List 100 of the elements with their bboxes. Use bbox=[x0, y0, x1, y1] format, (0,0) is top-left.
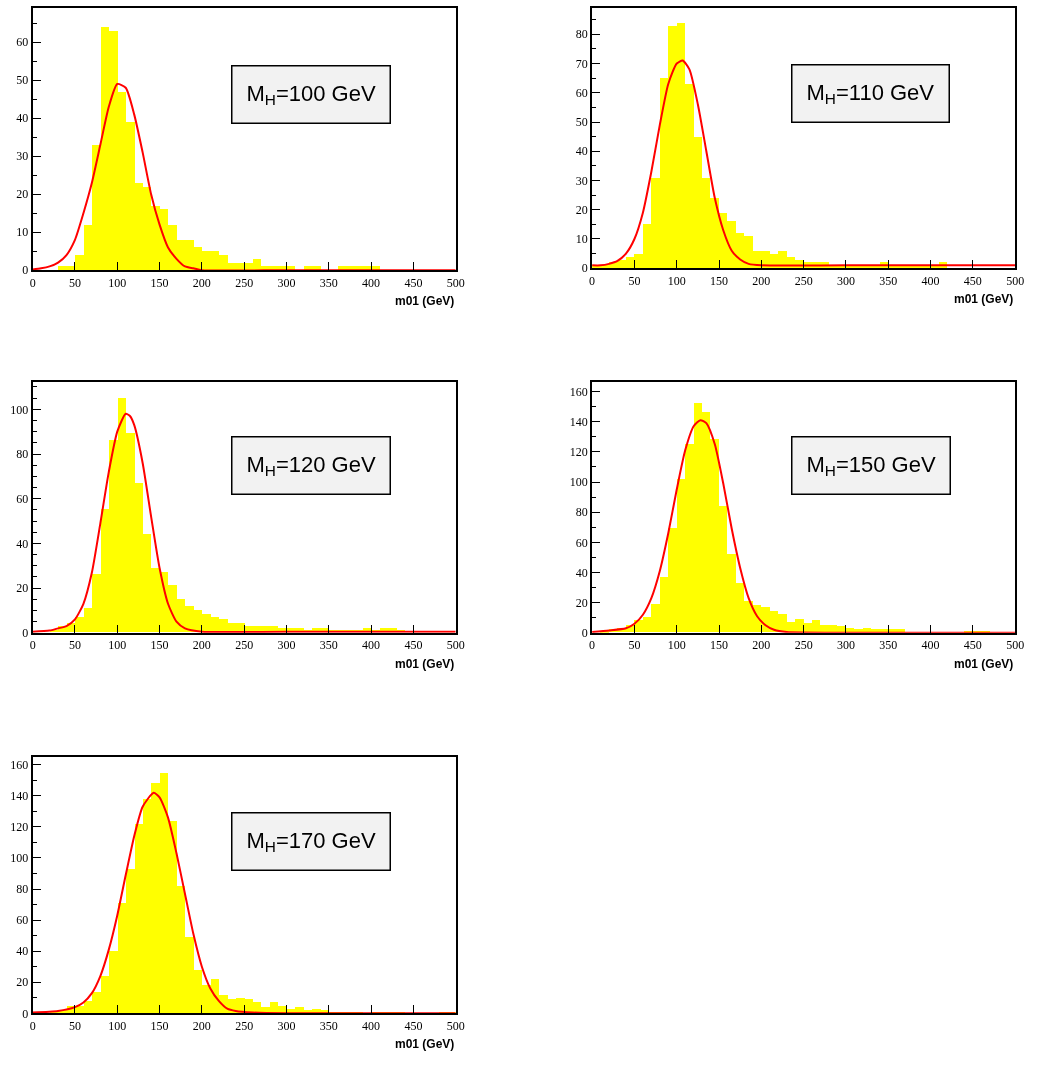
x-tick-label: 500 bbox=[446, 275, 465, 290]
x-tick-label: 450 bbox=[404, 275, 423, 290]
x-tick-label: 400 bbox=[362, 275, 381, 290]
y-tick-label: 20 bbox=[575, 595, 588, 610]
x-axis-title: m01 (GeV) bbox=[395, 294, 455, 308]
y-tick-label: 30 bbox=[575, 173, 588, 188]
x-tick-label: 250 bbox=[235, 1018, 254, 1033]
x-tick-label: 250 bbox=[235, 275, 254, 290]
y-tick-label: 80 bbox=[575, 505, 588, 520]
y-tick-label: 120 bbox=[569, 445, 588, 460]
x-tick-label: 50 bbox=[68, 275, 81, 290]
x-tick-label: 100 bbox=[108, 638, 127, 653]
y-tick-label: 160 bbox=[10, 757, 29, 772]
y-tick-label: 100 bbox=[10, 402, 29, 417]
x-tick-label: 350 bbox=[319, 638, 338, 653]
y-tick-label: 30 bbox=[16, 149, 29, 164]
x-tick-label: 50 bbox=[68, 1018, 81, 1033]
y-tick-label: 80 bbox=[16, 882, 29, 897]
x-tick-label: 350 bbox=[879, 638, 898, 653]
y-tick-label: 0 bbox=[581, 626, 588, 641]
x-tick-label: 400 bbox=[362, 638, 381, 653]
y-tick-label: 50 bbox=[575, 115, 588, 130]
x-axis-title: m01 (GeV) bbox=[395, 1037, 455, 1051]
x-axis-title: m01 (GeV) bbox=[395, 657, 455, 671]
y-tick-label: 100 bbox=[10, 851, 29, 866]
y-tick-label: 0 bbox=[22, 1006, 29, 1021]
y-tick-label: 40 bbox=[575, 144, 588, 159]
y-tick-label: 140 bbox=[10, 789, 29, 804]
x-tick-label: 50 bbox=[628, 273, 641, 288]
x-tick-label: 50 bbox=[68, 638, 81, 653]
y-tick-label: 40 bbox=[575, 565, 588, 580]
x-tick-label: 300 bbox=[836, 273, 855, 288]
x-tick-label: 300 bbox=[277, 1018, 296, 1033]
x-tick-label: 500 bbox=[1006, 273, 1025, 288]
x-axis-title: m01 (GeV) bbox=[954, 292, 1014, 306]
x-tick-label: 150 bbox=[710, 273, 729, 288]
y-tick-label: 40 bbox=[16, 536, 29, 551]
y-tick-label: 40 bbox=[16, 111, 29, 126]
y-tick-label: 40 bbox=[16, 944, 29, 959]
x-tick-label: 400 bbox=[921, 273, 940, 288]
y-tick-label: 20 bbox=[575, 202, 588, 217]
y-tick-label: 0 bbox=[581, 261, 588, 276]
annotation: M$_{H}$=170 GeV bbox=[246, 827, 376, 856]
x-tick-label: 200 bbox=[752, 273, 771, 288]
x-tick-label: 150 bbox=[150, 1018, 169, 1033]
x-tick-label: 450 bbox=[404, 1018, 423, 1033]
x-tick-label: 450 bbox=[963, 273, 982, 288]
annotation: M$_{H}$=100 GeV bbox=[246, 80, 376, 109]
y-tick-label: 120 bbox=[10, 820, 29, 835]
y-tick-label: 60 bbox=[575, 535, 588, 550]
y-tick-label: 50 bbox=[16, 73, 29, 88]
x-tick-label: 200 bbox=[752, 638, 771, 653]
x-tick-label: 50 bbox=[628, 638, 641, 653]
y-tick-label: 140 bbox=[569, 414, 588, 429]
x-tick-label: 150 bbox=[150, 275, 169, 290]
y-tick-label: 60 bbox=[16, 913, 29, 928]
y-tick-label: 80 bbox=[16, 447, 29, 462]
annotation: M$_{H}$=150 GeV bbox=[806, 451, 936, 480]
x-tick-label: 300 bbox=[277, 275, 296, 290]
annotation: M$_{H}$=120 GeV bbox=[246, 451, 376, 480]
x-tick-label: 150 bbox=[150, 638, 169, 653]
x-tick-label: 200 bbox=[192, 275, 211, 290]
x-tick-label: 500 bbox=[446, 638, 465, 653]
y-tick-label: 0 bbox=[22, 626, 29, 641]
x-axis-title: m01 (GeV) bbox=[954, 657, 1014, 671]
y-tick-label: 100 bbox=[569, 475, 588, 490]
y-tick-label: 160 bbox=[569, 384, 588, 399]
x-tick-label: 300 bbox=[836, 638, 855, 653]
x-tick-label: 100 bbox=[108, 275, 127, 290]
x-tick-label: 200 bbox=[192, 638, 211, 653]
y-tick-label: 70 bbox=[575, 56, 588, 71]
x-tick-label: 100 bbox=[108, 1018, 127, 1033]
x-tick-label: 250 bbox=[794, 638, 813, 653]
annotation: M$_{H}$=110 GeV bbox=[806, 79, 935, 108]
x-tick-label: 350 bbox=[879, 273, 898, 288]
x-tick-label: 250 bbox=[794, 273, 813, 288]
x-tick-label: 450 bbox=[404, 638, 423, 653]
y-tick-label: 20 bbox=[16, 581, 29, 596]
x-tick-label: 400 bbox=[921, 638, 940, 653]
y-tick-label: 20 bbox=[16, 187, 29, 202]
x-tick-label: 100 bbox=[667, 273, 686, 288]
y-tick-label: 60 bbox=[16, 35, 29, 50]
y-tick-label: 0 bbox=[22, 263, 29, 278]
x-tick-label: 350 bbox=[319, 275, 338, 290]
y-tick-label: 60 bbox=[16, 491, 29, 506]
x-tick-label: 200 bbox=[192, 1018, 211, 1033]
x-tick-label: 500 bbox=[1006, 638, 1025, 653]
x-tick-label: 150 bbox=[710, 638, 729, 653]
y-tick-label: 60 bbox=[575, 85, 588, 100]
x-tick-label: 400 bbox=[362, 1018, 381, 1033]
y-tick-label: 20 bbox=[16, 975, 29, 990]
x-tick-label: 500 bbox=[446, 1018, 465, 1033]
y-tick-label: 80 bbox=[575, 27, 588, 42]
x-tick-label: 350 bbox=[319, 1018, 338, 1033]
y-tick-label: 10 bbox=[575, 232, 588, 247]
x-tick-label: 250 bbox=[235, 638, 254, 653]
y-tick-label: 10 bbox=[16, 225, 29, 240]
x-tick-label: 300 bbox=[277, 638, 296, 653]
x-tick-label: 100 bbox=[667, 638, 686, 653]
x-tick-label: 450 bbox=[963, 638, 982, 653]
